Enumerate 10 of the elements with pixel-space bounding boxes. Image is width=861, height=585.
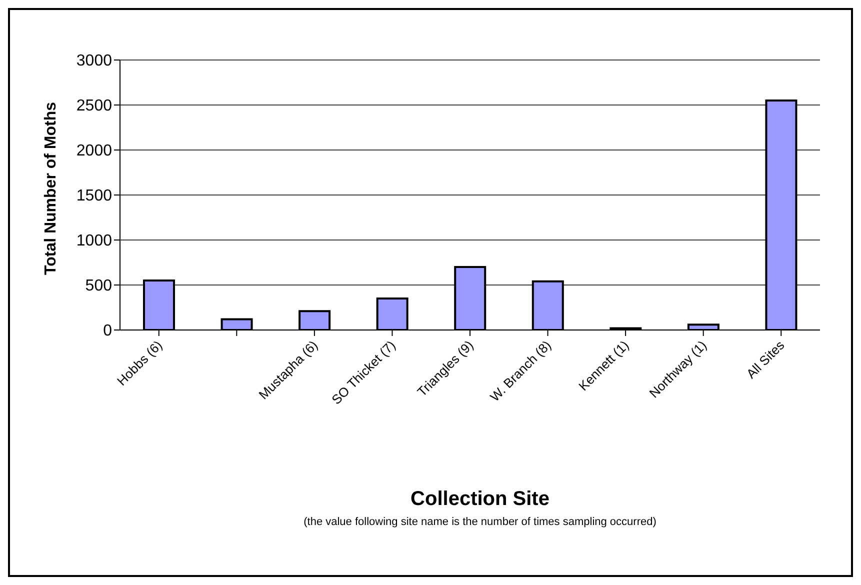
y-tick-label: 500 bbox=[85, 278, 112, 295]
x-axis-title: Collection Site bbox=[410, 488, 550, 511]
y-tick-label: 3000 bbox=[76, 52, 112, 70]
y-tick-label: 0 bbox=[103, 322, 112, 340]
y-tick-label: 2000 bbox=[76, 142, 112, 160]
y-tick-label: 1500 bbox=[76, 188, 112, 205]
y-axis-title: Total Number of Moths bbox=[42, 102, 60, 275]
y-tick-label: 1000 bbox=[76, 232, 112, 250]
y-tick-label: 2500 bbox=[76, 98, 112, 115]
text: (the value following site name is the number of times sampling occurred) bbox=[302, 516, 658, 528]
